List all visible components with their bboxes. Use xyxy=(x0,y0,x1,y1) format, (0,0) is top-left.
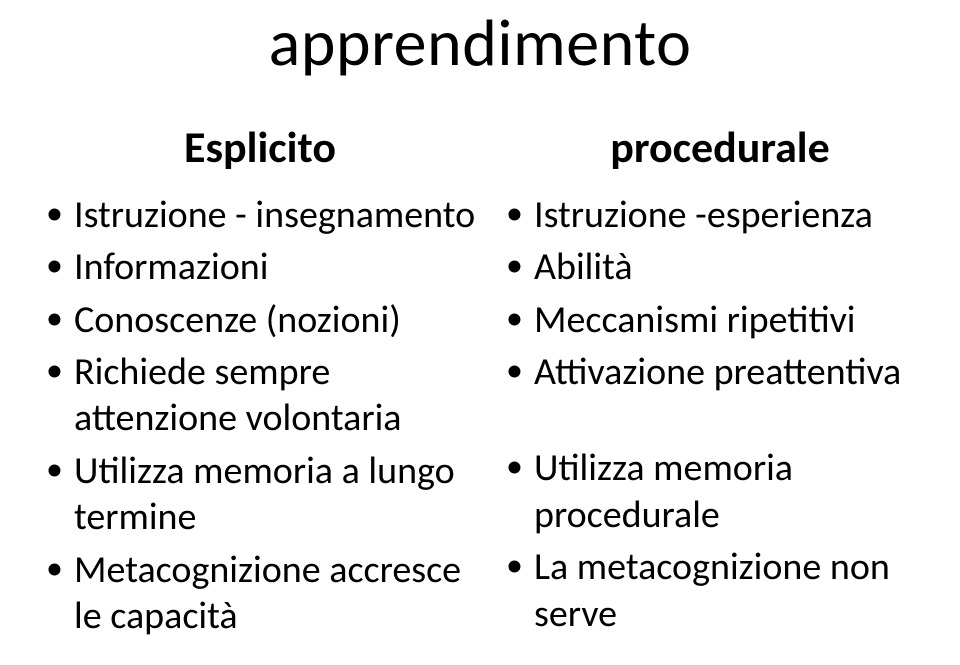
right-heading: procedurale xyxy=(500,120,940,174)
left-column: Esplicito Istruzione - insegnamento Info… xyxy=(40,120,490,645)
left-heading: Esplicito xyxy=(40,120,480,174)
list-item: Abilità xyxy=(500,244,940,290)
list-item: La metacognizione non serve xyxy=(500,544,940,637)
slide: apprendimento Esplicito Istruzione - ins… xyxy=(0,0,960,665)
right-list-a: Istruzione -esperienza Abilità Meccanism… xyxy=(500,192,940,395)
list-item: Istruzione - insegnamento xyxy=(40,192,480,238)
list-item: Utilizza memoria procedurale xyxy=(500,445,940,538)
columns-container: Esplicito Istruzione - insegnamento Info… xyxy=(40,120,940,645)
list-item: Metacognizione accresce le capacità xyxy=(40,547,480,640)
list-item: Conoscenze (nozioni) xyxy=(40,297,480,343)
list-item: Utilizza memoria a lungo termine xyxy=(40,448,480,541)
list-item: Richiede sempre attenzione volontaria xyxy=(40,349,480,442)
slide-title: apprendimento xyxy=(0,2,960,83)
right-list-b: Utilizza memoria procedurale La metacogn… xyxy=(500,445,940,636)
left-list: Istruzione - insegnamento Informazioni C… xyxy=(40,192,480,639)
list-item: Meccanismi ripetitivi xyxy=(500,297,940,343)
right-column: procedurale Istruzione -esperienza Abili… xyxy=(490,120,940,645)
list-spacer xyxy=(500,401,940,445)
list-item: Istruzione -esperienza xyxy=(500,192,940,238)
list-item: Attivazione preattentiva xyxy=(500,349,940,395)
list-item: Informazioni xyxy=(40,244,480,290)
